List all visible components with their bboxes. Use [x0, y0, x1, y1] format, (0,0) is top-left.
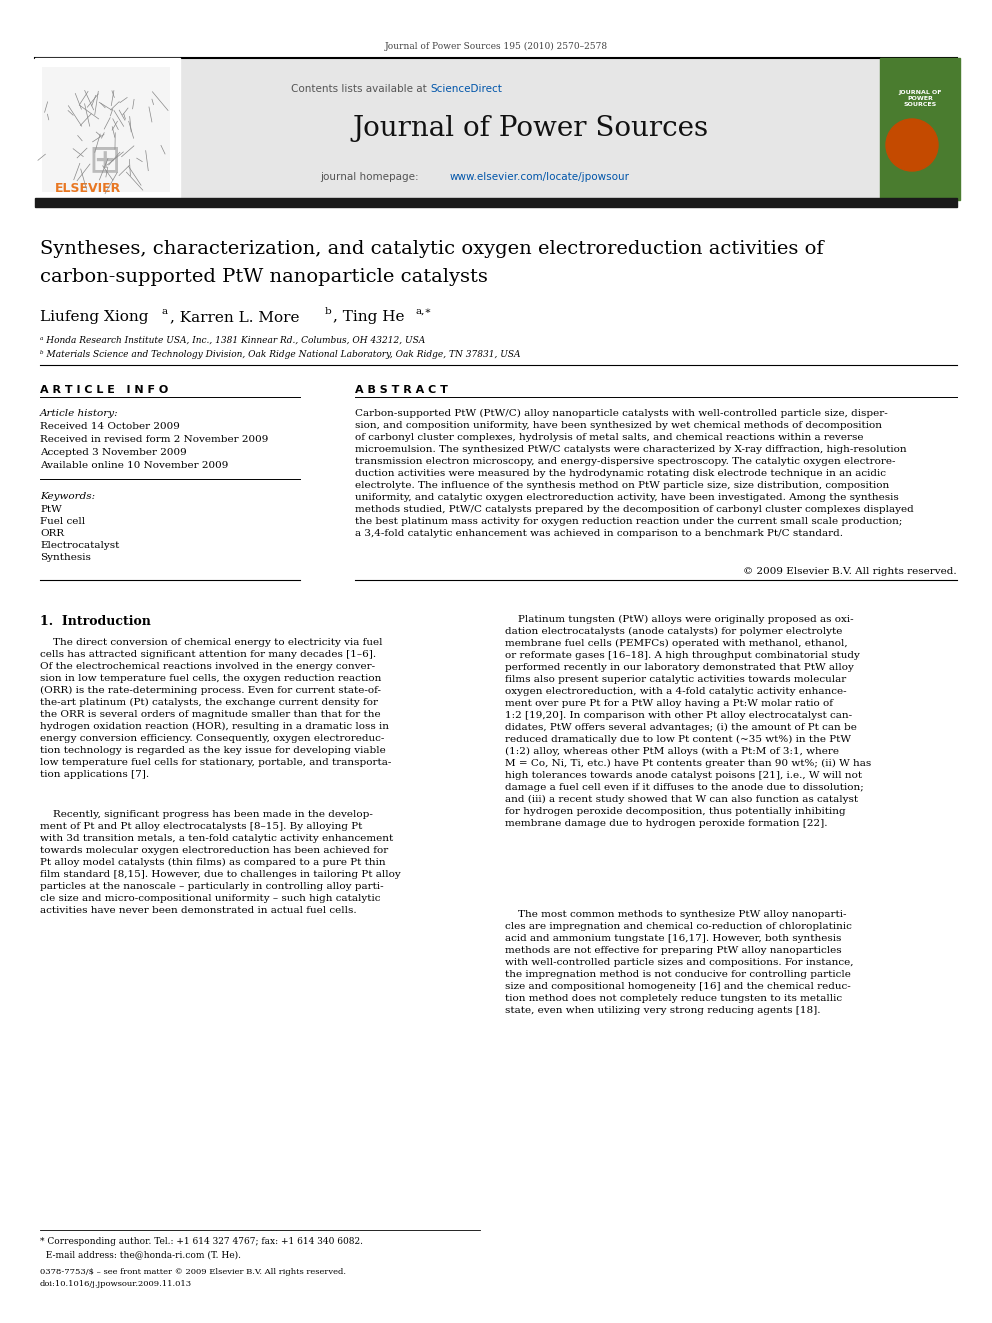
Text: 0378-7753/$ – see front matter © 2009 Elsevier B.V. All rights reserved.: 0378-7753/$ – see front matter © 2009 El… — [40, 1267, 346, 1275]
Text: * Corresponding author. Tel.: +1 614 327 4767; fax: +1 614 340 6082.: * Corresponding author. Tel.: +1 614 327… — [40, 1237, 363, 1246]
Text: Keywords:: Keywords: — [40, 492, 95, 501]
Text: ScienceDirect: ScienceDirect — [430, 83, 502, 94]
Text: b: b — [325, 307, 331, 316]
Text: © 2009 Elsevier B.V. All rights reserved.: © 2009 Elsevier B.V. All rights reserved… — [743, 568, 957, 576]
Text: Received in revised form 2 November 2009: Received in revised form 2 November 2009 — [40, 435, 269, 445]
Text: Recently, significant progress has been made in the develop-
ment of Pt and Pt a: Recently, significant progress has been … — [40, 810, 401, 914]
Text: Journal of Power Sources: Journal of Power Sources — [352, 115, 708, 142]
Circle shape — [886, 119, 938, 171]
Text: PtW: PtW — [40, 505, 62, 515]
Text: The most common methods to synthesize PtW alloy nanoparti-
cles are impregnation: The most common methods to synthesize Pt… — [505, 910, 853, 1015]
Text: journal homepage:: journal homepage: — [320, 172, 422, 183]
Text: Accepted 3 November 2009: Accepted 3 November 2009 — [40, 448, 186, 456]
Text: ⊞: ⊞ — [88, 142, 121, 179]
Text: doi:10.1016/j.jpowsour.2009.11.013: doi:10.1016/j.jpowsour.2009.11.013 — [40, 1279, 192, 1289]
Text: a: a — [162, 307, 168, 316]
Text: The direct conversion of chemical energy to electricity via fuel
cells has attra: The direct conversion of chemical energy… — [40, 638, 392, 779]
Text: ᵇ Materials Science and Technology Division, Oak Ridge National Laboratory, Oak : ᵇ Materials Science and Technology Divis… — [40, 351, 521, 359]
Text: ELSEVIER: ELSEVIER — [55, 183, 121, 194]
Text: A B S T R A C T: A B S T R A C T — [355, 385, 447, 396]
Text: Carbon-supported PtW (PtW/C) alloy nanoparticle catalysts with well-controlled p: Carbon-supported PtW (PtW/C) alloy nanop… — [355, 409, 914, 537]
Text: Syntheses, characterization, and catalytic oxygen electroreduction activities of: Syntheses, characterization, and catalyt… — [40, 239, 823, 258]
Text: carbon-supported PtW nanoparticle catalysts: carbon-supported PtW nanoparticle cataly… — [40, 269, 488, 286]
Text: ORR: ORR — [40, 529, 64, 538]
Text: , Karren L. More: , Karren L. More — [170, 310, 300, 324]
Text: a,∗: a,∗ — [416, 307, 433, 316]
Bar — [35, 58, 180, 200]
Bar — [40, 65, 170, 194]
Text: Journal of Power Sources 195 (2010) 2570–2578: Journal of Power Sources 195 (2010) 2570… — [385, 42, 607, 52]
Bar — [880, 58, 960, 200]
Text: Platinum tungsten (PtW) alloys were originally proposed as oxi-
dation electroca: Platinum tungsten (PtW) alloys were orig… — [505, 615, 871, 828]
Text: Synthesis: Synthesis — [40, 553, 91, 562]
Text: , Ting He: , Ting He — [333, 310, 405, 324]
Text: Liufeng Xiong: Liufeng Xiong — [40, 310, 149, 324]
Text: Available online 10 November 2009: Available online 10 November 2009 — [40, 460, 228, 470]
Text: Contents lists available at: Contents lists available at — [291, 83, 430, 94]
Bar — [180, 58, 880, 200]
Text: JOURNAL OF
POWER
SOURCES: JOURNAL OF POWER SOURCES — [898, 90, 941, 107]
Text: ᵃ Honda Research Institute USA, Inc., 1381 Kinnear Rd., Columbus, OH 43212, USA: ᵃ Honda Research Institute USA, Inc., 13… — [40, 336, 426, 345]
Text: 1.  Introduction: 1. Introduction — [40, 615, 151, 628]
Bar — [35, 198, 957, 206]
Text: www.elsevier.com/locate/jpowsour: www.elsevier.com/locate/jpowsour — [450, 172, 630, 183]
Bar — [42, 67, 170, 192]
Text: A R T I C L E   I N F O: A R T I C L E I N F O — [40, 385, 169, 396]
Text: E-mail address: the@honda-ri.com (T. He).: E-mail address: the@honda-ri.com (T. He)… — [40, 1250, 241, 1259]
Text: Electrocatalyst: Electrocatalyst — [40, 541, 119, 550]
Text: Article history:: Article history: — [40, 409, 119, 418]
Bar — [35, 0, 180, 58]
Text: Fuel cell: Fuel cell — [40, 517, 85, 527]
Text: Received 14 October 2009: Received 14 October 2009 — [40, 422, 180, 431]
